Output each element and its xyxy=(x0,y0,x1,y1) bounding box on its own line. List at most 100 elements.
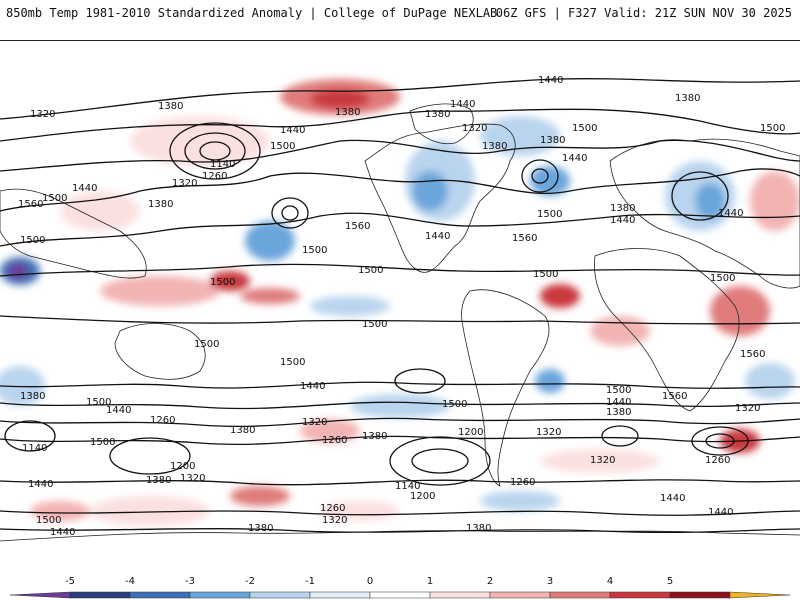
contour-line xyxy=(0,435,800,445)
contour-closed xyxy=(184,132,246,170)
contour-closed xyxy=(281,205,299,221)
colorbar-segment xyxy=(9,591,71,599)
contour-label: 1380 xyxy=(466,523,491,534)
colorbar-segment xyxy=(129,591,191,599)
colorbar-tick-label: -4 xyxy=(125,576,135,587)
contour-label: 1320 xyxy=(30,109,55,120)
colorbar-segment xyxy=(69,591,131,599)
anomaly-patch xyxy=(30,501,90,521)
contour-label: 1500 xyxy=(442,399,467,410)
contour-label: 1440 xyxy=(450,99,475,110)
contour-label: 1380 xyxy=(425,109,450,120)
map-panel: 1440 1380 1320 1380 1440 1380 1500 1500 … xyxy=(0,40,800,559)
contour-label: 1500 xyxy=(280,357,305,368)
anomaly-patch xyxy=(240,288,300,304)
anomaly-patch xyxy=(130,116,270,166)
contour-label: 1320 xyxy=(536,427,561,438)
contour-label: 1500 xyxy=(302,245,327,256)
contour-label: 1320 xyxy=(322,515,347,526)
colorbar-segment xyxy=(309,591,371,599)
contour-label: 1200 xyxy=(170,461,195,472)
colorbar-segment xyxy=(549,591,611,599)
contour-closed xyxy=(601,425,639,447)
africa-coast xyxy=(594,248,740,412)
greenland-coast xyxy=(409,103,474,145)
contour-label: 1380 xyxy=(20,391,45,402)
contour-label: 1140 xyxy=(210,159,235,170)
colorbar-tick-label: -1 xyxy=(305,576,315,587)
colorbar-segments xyxy=(9,591,791,599)
contour-label: 1500 xyxy=(194,339,219,350)
contour-label: 1320 xyxy=(462,123,487,134)
model-run-info: 06Z GFS | F327 Valid: 21Z SUN NOV 30 202… xyxy=(495,6,792,20)
contour-label: 1260 xyxy=(510,477,535,488)
colorbar-tick-label: 1 xyxy=(427,576,433,587)
anomaly-patch xyxy=(300,419,360,443)
anomaly-patch xyxy=(310,89,370,109)
anomaly-patch xyxy=(320,501,400,521)
contour-label: 1440 xyxy=(538,75,563,86)
colorbar-tick-label: 0 xyxy=(367,576,373,587)
contour-label: 1500 xyxy=(362,319,387,330)
anomaly-patch xyxy=(230,486,290,506)
colorbar-tick-label: -3 xyxy=(185,576,195,587)
contour-label: 1440 xyxy=(28,479,53,490)
contour-label: 1500 xyxy=(710,273,735,284)
anomaly-patch xyxy=(245,221,295,261)
contour-label: 1440 xyxy=(660,493,685,504)
contour-label: 1500 xyxy=(90,437,115,448)
contour-closed xyxy=(389,436,491,486)
contour-closed xyxy=(271,197,309,229)
contour-line xyxy=(0,417,800,427)
colorbar-segment xyxy=(609,591,671,599)
contour-label: 1380 xyxy=(675,93,700,104)
contour-line xyxy=(0,401,800,410)
contour-closed xyxy=(521,159,559,193)
colorbar-segment xyxy=(669,591,731,599)
contour-label: 1380 xyxy=(248,523,273,534)
contour-label: 1380 xyxy=(606,407,631,418)
anomaly-patch xyxy=(100,276,220,306)
contour-label: 1260 xyxy=(320,503,345,514)
contour-label: 1500 xyxy=(533,269,558,280)
colorbar-segment xyxy=(369,591,431,599)
contour-line xyxy=(0,139,800,172)
contour-closed xyxy=(394,368,446,394)
contour-line xyxy=(0,108,800,142)
contour-closed xyxy=(4,420,56,452)
anomaly-map: 1440 1380 1320 1380 1440 1380 1500 1500 … xyxy=(0,41,800,559)
contour-label: 1380 xyxy=(158,101,183,112)
colorbar-tick-label: -5 xyxy=(65,576,75,587)
contour-line xyxy=(0,212,800,247)
contour-label: 1380 xyxy=(362,431,387,442)
contour-label: 1380 xyxy=(148,199,173,210)
anomaly-patch xyxy=(480,116,560,156)
contour-closed xyxy=(691,426,749,456)
contour-label: 1560 xyxy=(345,221,370,232)
colorbar-segment xyxy=(729,591,791,599)
anomaly-patch xyxy=(540,449,660,473)
contour-closed xyxy=(705,433,735,449)
colorbar-tick-label: -2 xyxy=(245,576,255,587)
contour-line xyxy=(0,528,800,534)
colorbar-tick-labels: -5 -4 -3 -2 -1 0 1 2 3 4 5 xyxy=(65,576,673,587)
contour-line xyxy=(0,263,800,277)
contour-closed xyxy=(199,141,231,161)
contour-label: 1500 xyxy=(606,385,631,396)
contour-label: 1560 xyxy=(662,391,687,402)
map-title: 850mb Temp 1981-2010 Standardized Anomal… xyxy=(6,6,498,20)
contour-label: 1500 xyxy=(210,277,235,288)
contour-label: 1440 xyxy=(708,507,733,518)
anomaly-patch xyxy=(695,183,725,219)
contour-label: 1440 xyxy=(606,397,631,408)
contour-label: 1500 xyxy=(20,235,45,246)
anomaly-patch xyxy=(540,284,580,308)
anomaly-patch xyxy=(8,263,28,279)
contour-label: 1500 xyxy=(572,123,597,134)
contour-label: 1260 xyxy=(705,455,730,466)
anomaly-patch xyxy=(90,496,210,526)
contour-label: 1140 xyxy=(22,443,47,454)
contour-label: 1260 xyxy=(202,171,227,182)
contour-line xyxy=(0,78,800,120)
contour-label: 1500 xyxy=(358,265,383,276)
